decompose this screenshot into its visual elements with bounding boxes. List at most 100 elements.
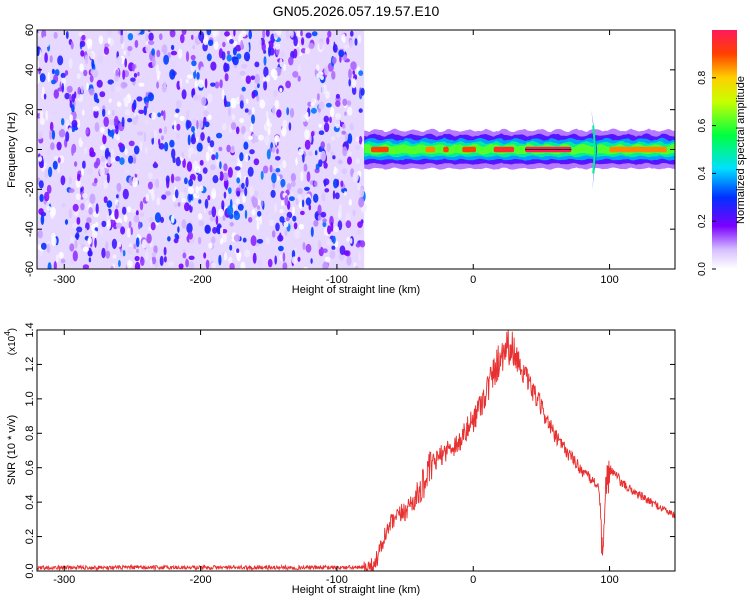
noise-cell — [345, 220, 352, 229]
noise-cell — [118, 142, 123, 148]
signal-peak — [493, 146, 515, 153]
noise-cell — [55, 254, 59, 264]
noise-cell — [359, 188, 365, 198]
noise-cell — [190, 200, 194, 207]
noise-cell — [218, 208, 224, 217]
noise-cell — [126, 228, 131, 238]
noise-cell — [290, 192, 294, 197]
noise-cell — [81, 109, 85, 116]
noise-cell — [169, 139, 175, 148]
noise-cell — [275, 192, 280, 199]
noise-cell — [127, 33, 134, 41]
noise-cell — [209, 140, 215, 148]
noise-cell — [101, 247, 106, 259]
noise-cell — [166, 179, 170, 189]
noise-cell — [229, 222, 234, 227]
noise-cell — [311, 31, 318, 37]
y-tick-label: 20 — [24, 104, 36, 116]
noise-cell — [260, 200, 264, 207]
noise-cell — [156, 81, 160, 89]
noise-cell — [318, 123, 322, 128]
noise-cell — [112, 254, 117, 259]
noise-cell — [60, 258, 66, 264]
noise-cell — [247, 166, 254, 177]
noise-cell — [263, 56, 267, 66]
noise-cell — [71, 104, 75, 113]
noise-cell — [249, 186, 254, 197]
noise-cell — [227, 167, 233, 178]
noise-cell — [51, 130, 56, 140]
noise-cell — [38, 67, 41, 75]
noise-cell — [38, 156, 43, 162]
noise-cell — [168, 261, 174, 267]
noise-cell — [302, 153, 305, 163]
noise-cell — [76, 119, 81, 129]
noise-cell — [93, 161, 99, 169]
noise-cell — [49, 206, 56, 217]
noise-cell — [210, 82, 216, 87]
noise-cell — [354, 38, 358, 46]
noise-cell — [300, 30, 303, 37]
noise-cell — [61, 202, 66, 208]
noise-cell — [169, 69, 176, 80]
noise-cell — [100, 155, 106, 162]
noise-cell — [186, 120, 192, 129]
noise-cell — [134, 30, 141, 34]
noise-cell — [198, 185, 204, 192]
noise-cell — [99, 166, 105, 177]
noise-cell — [106, 219, 112, 230]
noise-cell — [106, 173, 110, 184]
noise-cell — [147, 30, 151, 33]
noise-cell — [68, 176, 72, 185]
snr-series-line — [37, 330, 675, 571]
noise-cell — [138, 221, 141, 230]
noise-cell — [163, 246, 167, 256]
noise-cell — [334, 117, 341, 129]
snr-scale-base: (x10 — [7, 335, 18, 355]
noise-cell — [356, 229, 362, 235]
noise-cell — [147, 40, 155, 46]
noise-cell — [232, 56, 239, 66]
noise-cell — [329, 250, 336, 259]
noise-cell — [266, 117, 270, 127]
noise-cell — [226, 205, 234, 216]
noise-cell — [113, 132, 120, 139]
signal-peak — [425, 146, 436, 153]
noise-cell — [118, 260, 121, 267]
noise-cell — [300, 210, 305, 216]
noise-cell — [46, 243, 51, 254]
noise-cell — [124, 58, 127, 68]
noise-cell — [251, 91, 256, 99]
noise-cell — [242, 237, 247, 243]
noise-cell — [323, 115, 329, 123]
noise-cell — [227, 187, 232, 195]
noise-cell — [239, 70, 246, 76]
noise-cell — [330, 151, 334, 157]
noise-cell — [219, 227, 224, 235]
noise-cell — [266, 42, 270, 49]
noise-cell — [85, 128, 89, 135]
noise-cell — [51, 68, 55, 75]
noise-cell — [274, 99, 280, 109]
noise-cell — [122, 69, 126, 80]
noise-cell — [139, 200, 144, 211]
colorbar-tick-label: 0.4 — [697, 166, 708, 180]
noise-cell — [187, 231, 193, 240]
noise-cell — [279, 208, 284, 214]
noise-cell — [105, 250, 111, 259]
noise-cell — [349, 39, 353, 48]
noise-cell — [97, 54, 104, 65]
noise-cell — [317, 240, 322, 250]
noise-cell — [207, 93, 213, 104]
noise-cell — [212, 227, 218, 234]
noise-cell — [219, 79, 223, 89]
noise-cell — [107, 110, 111, 115]
noise-cell — [187, 134, 191, 146]
noise-cell — [293, 222, 298, 230]
noise-cell — [111, 109, 115, 117]
noise-cell — [184, 177, 188, 185]
noise-cell — [345, 212, 351, 223]
noise-cell — [257, 134, 264, 141]
noise-cell — [228, 256, 233, 263]
noise-cell — [223, 251, 228, 261]
